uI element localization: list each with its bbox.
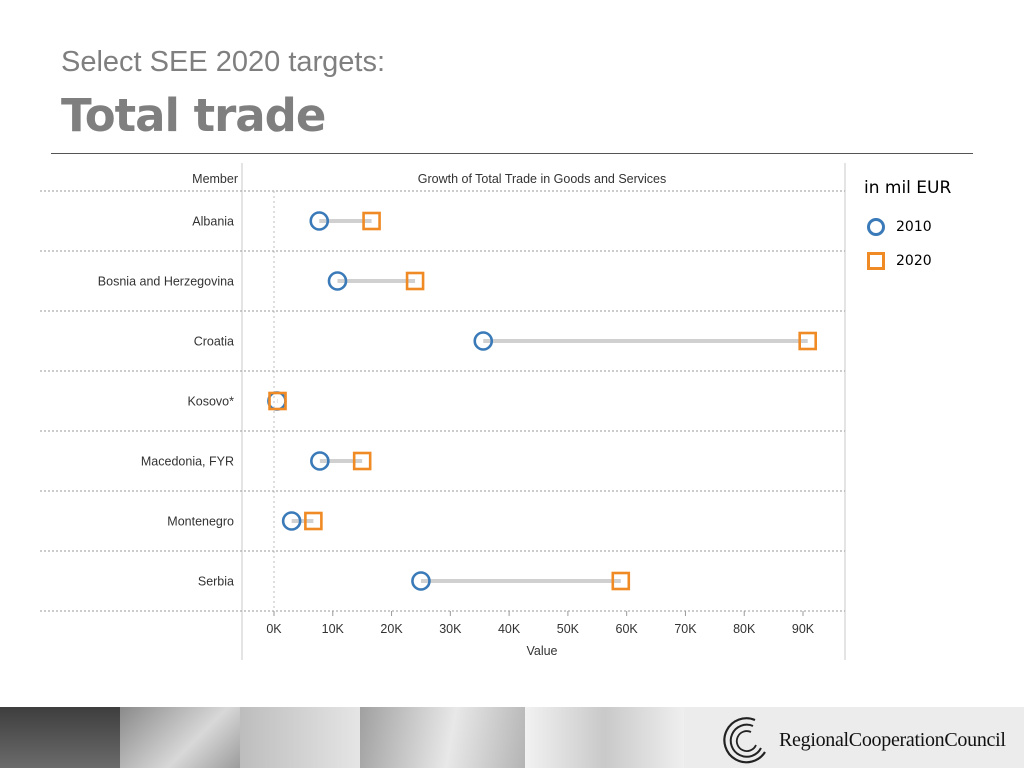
x-tick-label: 10K	[322, 622, 345, 636]
legend: in mil EUR 2010 2020	[864, 178, 951, 278]
point-2020	[352, 451, 372, 471]
x-axis-label: Value	[526, 644, 557, 658]
chart-grid	[40, 163, 846, 660]
point-2020	[362, 211, 381, 231]
row-label: Kosovo*	[187, 395, 234, 409]
x-tick-label: 30K	[439, 622, 462, 636]
point-2020	[405, 271, 425, 291]
point-2010	[327, 271, 348, 291]
point-2020	[611, 571, 631, 591]
x-tick-label: 40K	[498, 622, 521, 636]
footer-photo-3	[240, 707, 360, 768]
point-2020	[798, 331, 818, 351]
x-axis: 0K 10K 20K 30K 40K 50K 60K 70K 80K 90K	[266, 611, 815, 636]
point-2010	[309, 211, 330, 231]
legend-label-2010: 2010	[896, 219, 932, 235]
square-marker-icon	[867, 252, 885, 270]
x-tick-label: 70K	[674, 622, 697, 636]
x-tick-label: 20K	[380, 622, 403, 636]
footer-photo-5	[525, 707, 684, 768]
slide-subtitle: Select SEE 2020 targets:	[61, 46, 386, 78]
point-2010	[281, 511, 302, 531]
chart-marks	[267, 211, 818, 591]
x-tick-label: 80K	[733, 622, 756, 636]
title-divider	[51, 153, 973, 154]
circle-marker-icon	[867, 218, 885, 236]
point-2010	[473, 331, 494, 351]
legend-item-2010: 2010	[864, 210, 951, 244]
chart-title: Growth of Total Trade in Goods and Servi…	[418, 172, 667, 186]
footer-photo-2	[120, 707, 240, 768]
row-label: Croatia	[194, 335, 234, 349]
legend-title: in mil EUR	[864, 178, 952, 198]
legend-item-2020: 2020	[864, 244, 951, 278]
row-label: Montenegro	[167, 515, 234, 529]
x-tick-label: 90K	[792, 622, 815, 636]
footer-photo-strip	[0, 707, 1024, 768]
footer-photo-1	[0, 707, 120, 768]
dumbbell-chart: Member Growth of Total Trade in Goods an…	[40, 163, 846, 660]
row-label: Serbia	[198, 575, 234, 589]
rcc-logo-icon	[723, 717, 766, 764]
point-2020	[304, 511, 323, 531]
x-tick-label: 0K	[266, 622, 282, 636]
row-label: Bosnia and Herzegovina	[98, 275, 234, 289]
row-label: Macedonia, FYR	[141, 455, 234, 469]
row-label: Albania	[192, 215, 234, 229]
footer-photo-4	[360, 707, 525, 768]
point-2010	[411, 571, 431, 591]
slide-title: Total trade	[61, 89, 326, 142]
x-tick-label: 60K	[616, 622, 639, 636]
point-2020	[268, 391, 287, 411]
row-header: Member	[192, 172, 238, 186]
point-2010	[310, 451, 330, 471]
x-tick-label: 50K	[557, 622, 580, 636]
rcc-logo-text: RegionalCooperationCouncil	[779, 729, 1006, 751]
legend-label-2020: 2020	[896, 253, 932, 269]
chart-rows: Albania Bosnia and Herzegovina Croatia Koso…	[98, 215, 234, 589]
footer-logo-panel	[684, 707, 1024, 768]
